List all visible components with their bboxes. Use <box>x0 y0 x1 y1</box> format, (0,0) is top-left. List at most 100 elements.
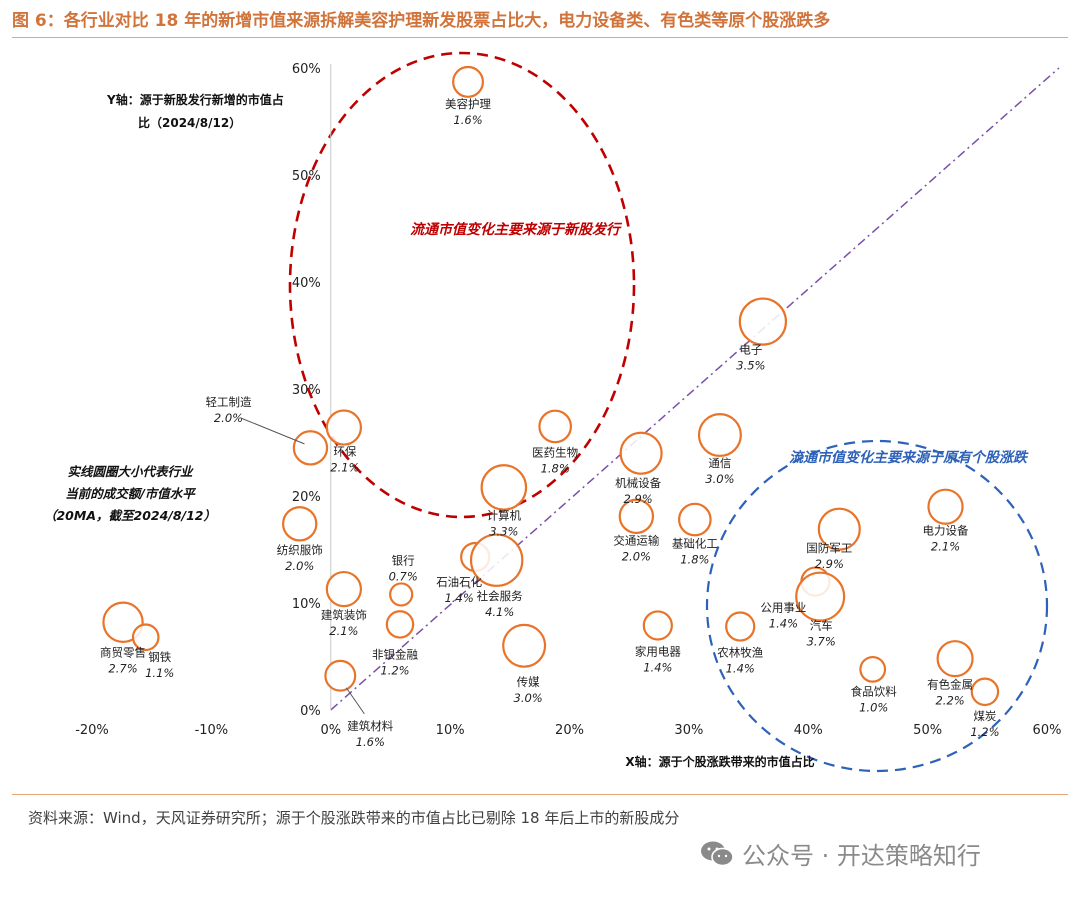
point-label-name: 国防军工 <box>806 541 852 555</box>
y-tick-label: 30% <box>292 383 321 398</box>
point-label-value: 1.4% <box>643 660 672 674</box>
bubble-point <box>469 533 524 587</box>
point-label-value: 3.0% <box>705 472 734 486</box>
point-label-value: 2.9% <box>624 492 653 506</box>
bubble-point <box>292 430 329 466</box>
watermark-text: 公众号 · 开达策略知行 <box>742 842 981 870</box>
bubble-point <box>389 582 414 607</box>
point-label-name: 基础化工 <box>672 537 718 551</box>
watermark: 公众号 · 开达策略知行 <box>700 836 981 871</box>
red-region-label: 流通市值变化主要来源于新股发行 <box>410 221 623 238</box>
bubble-point <box>102 601 144 643</box>
bubble-point <box>385 610 415 639</box>
x-tick-label: -10% <box>195 723 229 738</box>
point-label-value: 1.4% <box>445 591 474 605</box>
point-label-name: 钢铁 <box>148 650 171 664</box>
point-label-value: 3.7% <box>807 635 836 649</box>
point-label-value: 3.0% <box>514 691 543 705</box>
point-label-value: 2.7% <box>108 661 137 675</box>
bubble-point <box>642 610 673 641</box>
point-label-value: 2.1% <box>330 461 359 475</box>
x-tick-label: 20% <box>555 723 584 738</box>
x-tick-label: 0% <box>320 723 341 738</box>
bubble-point <box>725 611 756 642</box>
y-tick-label: 40% <box>292 276 321 291</box>
bubble-size-note: （20MA，截至2024/8/12） <box>44 508 216 523</box>
bubble-point <box>619 431 663 475</box>
point-label-value: 1.8% <box>541 461 570 475</box>
point-label-name: 商贸零售 <box>100 645 146 659</box>
point-label-name: 煤炭 <box>973 709 996 723</box>
point-label-name: 美容护理 <box>445 97 491 111</box>
point-label-name: 公用事业 <box>760 601 806 615</box>
point-label-value: 1.6% <box>356 735 385 749</box>
point-label-value: 2.0% <box>285 559 314 573</box>
bubble-point <box>480 464 528 511</box>
bubble-point <box>697 413 742 458</box>
bubble-point <box>817 507 861 551</box>
x-tick-label: 10% <box>436 723 465 738</box>
y-tick-label: 10% <box>292 597 321 612</box>
bubble-point <box>795 571 846 622</box>
point-label-name: 食品饮料 <box>851 684 897 698</box>
point-label-value: 3.5% <box>736 359 765 373</box>
y-axis-title: 比（2024/8/12） <box>138 115 241 130</box>
point-label-value: 2.1% <box>329 624 358 638</box>
bubble-chart: -20% -10% 0% 10% 20% 30% 40% 50% 60% 0% 10% 20% 30% 4… <box>44 51 1061 773</box>
source-rule <box>12 794 1068 795</box>
x-tick-label: 50% <box>913 723 942 738</box>
point-label-name: 汽车 <box>810 619 833 633</box>
bubble-point <box>131 623 160 652</box>
point-label-value: 1.4% <box>769 617 798 631</box>
point-label-value: 2.9% <box>815 557 844 571</box>
bubble-point <box>325 409 363 446</box>
blue-region-label: 流通市值变化主要来源于原有个股涨跌 <box>789 449 1029 466</box>
point-label-name: 计算机 <box>487 508 522 522</box>
blue-region-ellipse <box>705 439 1049 773</box>
red-region-ellipse <box>288 51 636 519</box>
bubble-point <box>502 623 547 668</box>
point-label-name: 交通运输 <box>613 533 659 547</box>
point-label-value: 0.7% <box>389 569 418 583</box>
x-axis-title: X轴：源于个股涨跌带来的市值占比 <box>625 754 814 769</box>
point-label-value: 1.8% <box>680 553 709 567</box>
title-rule <box>12 37 1068 38</box>
bubble-point <box>738 297 788 346</box>
point-label-name: 通信 <box>708 456 731 470</box>
point-label-value: 1.0% <box>859 700 888 714</box>
point-label-value: 1.4% <box>726 662 755 676</box>
point-label-name: 医药生物 <box>532 445 578 459</box>
source-note: 资料来源：Wind，天风证券研究所；源于个股涨跌带来的市值占比已剔除 18 年后… <box>28 809 680 827</box>
point-label-name: 纺织服饰 <box>277 543 323 557</box>
point-label-name: 石油石化 <box>436 575 482 589</box>
bubble-point <box>282 506 318 542</box>
y-tick-label: 0% <box>300 704 321 719</box>
point-label-value: 1.1% <box>145 666 174 680</box>
y-tick-label: 50% <box>292 169 321 184</box>
point-label-name: 电力设备 <box>923 524 969 538</box>
bubble-point <box>452 65 485 98</box>
bubble-point <box>678 502 712 537</box>
point-label-value: 3.3% <box>489 524 518 538</box>
x-tick-label: -20% <box>75 723 109 738</box>
y-axis-title: Y轴：源于新股发行新增的市值占 <box>106 92 284 107</box>
point-label-value: 1.2% <box>380 663 409 677</box>
point-label-name: 银行 <box>392 553 415 567</box>
point-label-name: 建筑材料 <box>347 719 393 733</box>
point-label-value: 2.2% <box>935 694 964 708</box>
bubble-point <box>936 640 974 678</box>
point-label-value: 4.1% <box>485 605 514 619</box>
bubble-point <box>927 488 964 525</box>
point-label-name: 建筑装饰 <box>321 608 367 622</box>
bubble-point <box>538 409 573 444</box>
leader-line <box>240 417 305 445</box>
bubble-size-note: 当前的成交额/市值水平 <box>65 486 196 501</box>
diagonal-reference-line <box>330 67 1060 711</box>
y-tick-label: 20% <box>292 490 321 505</box>
point-label-name: 家用电器 <box>635 644 681 658</box>
point-label-value: 1.6% <box>453 113 482 127</box>
point-label-name: 有色金属 <box>927 678 973 692</box>
bubble-size-note: 实线圆圈大小代表行业 <box>67 464 194 479</box>
figure-title: 图 6：各行业对比 18 年的新增市值来源拆解美容护理新发股票占比大，电力设备类… <box>12 11 831 31</box>
point-label-name: 农林牧渔 <box>717 646 763 660</box>
